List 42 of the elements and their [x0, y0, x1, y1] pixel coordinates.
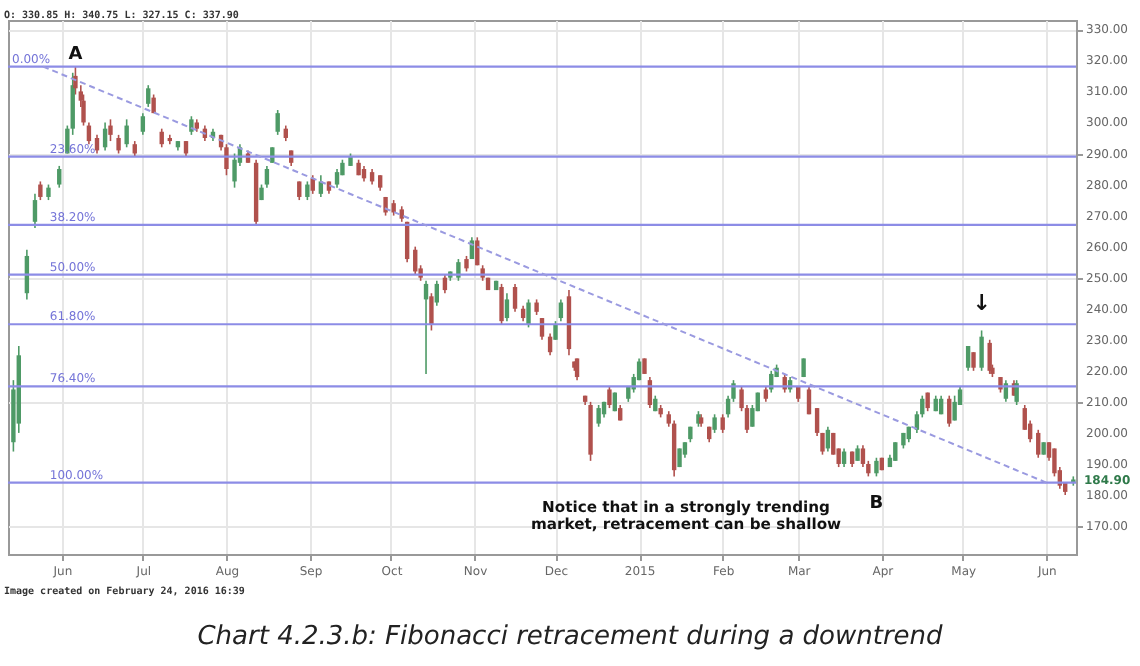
- candlestick: [146, 84, 151, 108]
- candlestick: [952, 394, 957, 422]
- candlestick: [116, 134, 121, 155]
- candlestick: [32, 193, 38, 229]
- candlestick: [596, 404, 601, 428]
- candlestick: [806, 385, 812, 416]
- candlestick: [720, 413, 725, 434]
- candlestick: [671, 419, 677, 478]
- candlestick: [553, 320, 558, 341]
- candlestick: [140, 112, 146, 136]
- candlestick: [947, 394, 952, 428]
- candlestick: [874, 456, 879, 478]
- text: Chart 4.2.3.b: Fibonacci retracement during a downtrend: [197, 622, 945, 652]
- candlestick: [965, 345, 971, 372]
- candlestick: [232, 152, 237, 189]
- candlestick: [499, 283, 504, 326]
- candlestick: [108, 118, 113, 142]
- candlestick: [124, 118, 129, 149]
- candlestick: [334, 168, 340, 189]
- candlestick: [893, 441, 898, 462]
- annotation: B: [869, 494, 884, 515]
- candlestick: [264, 165, 270, 189]
- candlestick: [189, 115, 194, 136]
- candlestick: [297, 180, 302, 201]
- candlestick: [57, 165, 62, 189]
- candlestick: [504, 292, 510, 322]
- candlestick: [305, 180, 310, 201]
- candlestick: [1036, 429, 1041, 459]
- candlestick: [434, 279, 440, 307]
- candlestick: [860, 444, 866, 468]
- candlestick: [971, 351, 976, 372]
- candlestick: [512, 283, 518, 313]
- annotation: ↓: [972, 290, 991, 317]
- candlestick: [526, 298, 531, 329]
- candlestick: [224, 143, 229, 177]
- candlestick: [607, 385, 612, 409]
- candlestick: [429, 292, 434, 332]
- candlestick: [979, 329, 984, 372]
- annotation: A: [68, 44, 83, 65]
- candlestick: [712, 413, 717, 434]
- candlestick: [38, 180, 43, 201]
- candlestick: [275, 109, 280, 136]
